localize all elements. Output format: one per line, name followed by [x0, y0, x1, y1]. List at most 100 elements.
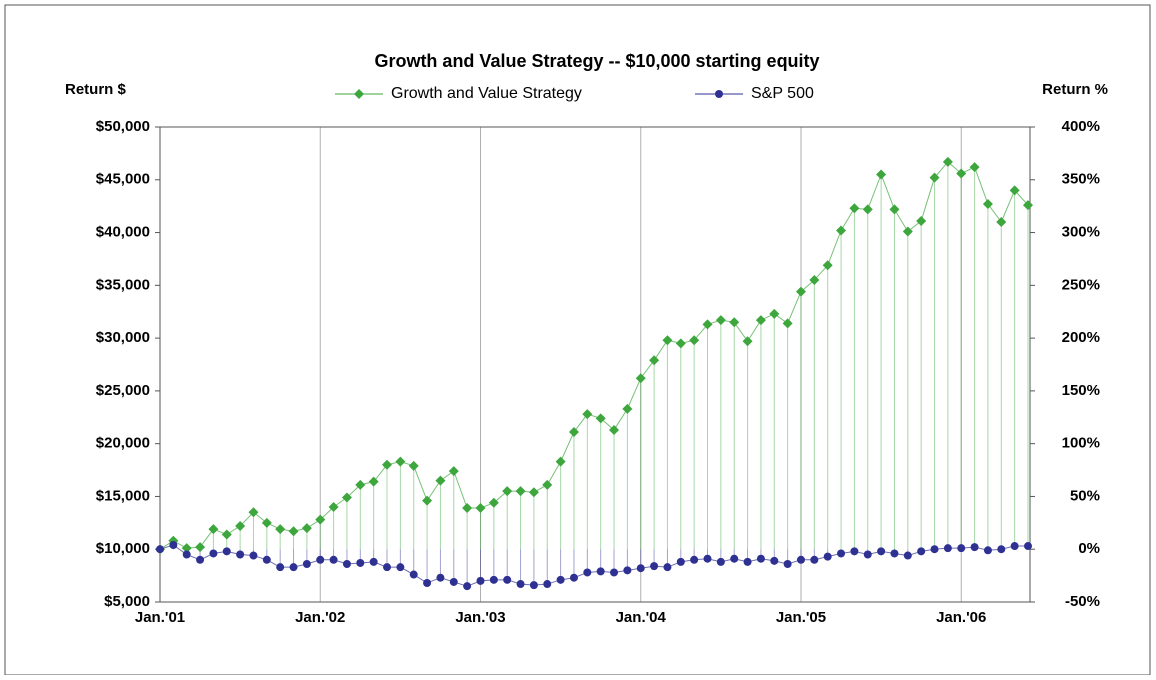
marker: [1010, 542, 1019, 551]
marker: [1023, 200, 1033, 211]
y2-tick-label: 50%: [1070, 487, 1100, 504]
marker: [383, 563, 392, 572]
marker: [649, 355, 660, 366]
y2-tick-label: 200%: [1062, 329, 1100, 346]
marker: [623, 566, 632, 575]
marker: [903, 551, 912, 560]
marker: [488, 497, 499, 508]
marker: [1024, 542, 1032, 551]
marker: [249, 551, 258, 560]
marker: [730, 554, 739, 563]
marker: [622, 403, 633, 414]
marker: [663, 563, 672, 572]
marker: [769, 308, 780, 319]
marker: [942, 156, 953, 167]
marker: [917, 547, 926, 556]
y2-tick-label: 300%: [1062, 224, 1100, 241]
marker: [235, 521, 246, 531]
frame: [4, 4, 1151, 676]
marker: [582, 409, 593, 420]
x-tick-label: Jan.'03: [455, 609, 505, 626]
marker: [715, 315, 726, 326]
marker: [409, 570, 418, 579]
marker: [275, 524, 286, 535]
y2-tick-label: 350%: [1062, 171, 1100, 188]
marker: [609, 424, 620, 435]
marker: [690, 555, 699, 564]
marker: [422, 495, 433, 506]
marker: [596, 567, 605, 576]
marker: [222, 547, 231, 556]
marker: [595, 413, 606, 424]
y-tick-label: $25,000: [96, 382, 150, 399]
marker: [969, 162, 980, 173]
marker: [783, 560, 792, 568]
marker: [502, 486, 513, 497]
marker: [742, 336, 753, 347]
marker: [702, 319, 713, 330]
y-tick-label: $15,000: [96, 487, 150, 504]
y-tick-label: $10,000: [96, 540, 150, 557]
legend-label: Growth and Value Strategy: [391, 85, 582, 102]
y-tick-label: $50,000: [96, 118, 150, 135]
marker: [515, 486, 526, 497]
marker: [329, 555, 338, 564]
marker: [489, 575, 498, 584]
y-tick-label: $30,000: [96, 329, 150, 346]
legend-label: S&P 500: [751, 85, 814, 102]
x-tick-label: Jan.'06: [936, 609, 986, 626]
marker: [196, 555, 205, 564]
marker: [328, 502, 339, 512]
marker: [423, 579, 432, 587]
y-axis-title: Return $: [65, 81, 127, 98]
y-tick-label: $40,000: [96, 224, 150, 241]
marker: [675, 338, 686, 349]
marker: [182, 550, 191, 559]
marker: [209, 549, 218, 558]
y2-tick-label: 400%: [1062, 118, 1100, 135]
marker: [395, 456, 406, 467]
marker: [288, 526, 299, 537]
marker: [823, 552, 832, 561]
marker: [930, 545, 939, 554]
marker: [729, 317, 740, 328]
marker: [315, 514, 326, 525]
chart-title: Growth and Value Strategy -- $10,000 sta…: [374, 51, 819, 71]
marker: [809, 275, 820, 286]
marker: [916, 215, 927, 226]
marker: [689, 335, 700, 346]
marker: [475, 503, 486, 514]
marker: [782, 318, 793, 329]
x-tick-label: Jan.'01: [135, 609, 185, 626]
marker: [610, 568, 619, 577]
y2-tick-label: 150%: [1062, 382, 1100, 399]
marker: [662, 335, 673, 346]
marker: [890, 549, 899, 558]
marker: [715, 90, 723, 98]
x-tick-label: Jan.'04: [616, 609, 667, 626]
series-line: [159, 161, 1029, 550]
marker: [716, 557, 725, 566]
marker: [261, 517, 272, 528]
marker: [356, 558, 365, 567]
marker: [756, 554, 765, 563]
marker: [929, 172, 940, 183]
marker: [837, 549, 846, 558]
marker: [236, 550, 245, 559]
marker: [583, 568, 592, 577]
marker: [528, 487, 539, 498]
marker: [208, 524, 219, 535]
y-tick-label: $35,000: [96, 276, 150, 293]
marker: [676, 557, 685, 566]
marker: [156, 545, 164, 554]
marker: [435, 475, 446, 486]
marker: [436, 573, 445, 582]
marker: [302, 560, 311, 568]
marker: [983, 546, 992, 555]
marker: [342, 560, 351, 568]
y2-tick-label: -50%: [1065, 593, 1100, 610]
marker: [529, 581, 538, 590]
marker: [636, 564, 645, 573]
marker: [476, 576, 485, 585]
marker: [221, 529, 232, 540]
